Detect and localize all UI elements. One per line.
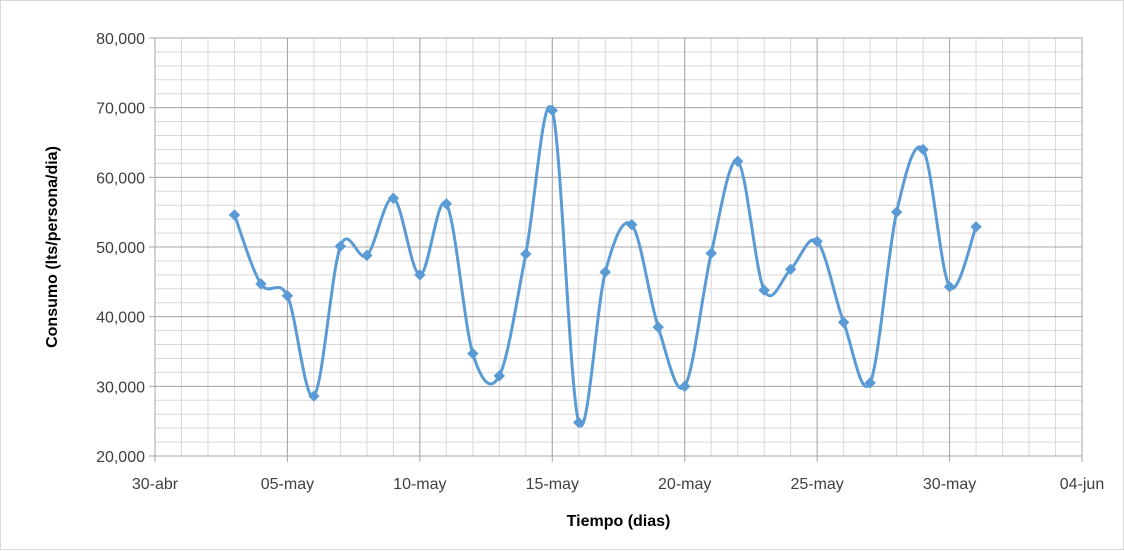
data-point-marker [943, 281, 956, 293]
data-point-marker [731, 155, 744, 168]
data-point-marker [573, 416, 585, 429]
y-tick-label: 80,000 [96, 31, 145, 48]
data-point-marker [890, 206, 903, 218]
data-point-marker [493, 370, 506, 382]
data-point-marker [520, 248, 532, 260]
x-tick-label: 15-may [526, 476, 579, 493]
y-axis-tick-labels: 20,000 30,000 40,000 50,000 60,000 70,000 80,0… [96, 31, 145, 466]
data-point-marker [546, 104, 558, 117]
data-point-marker [414, 269, 426, 281]
axes [149, 37, 1083, 462]
data-point-marker [652, 321, 664, 333]
x-tick-label: 04-jun [1060, 476, 1104, 493]
data-point-marker [626, 218, 638, 231]
data-point-marker [864, 377, 876, 389]
major-gridlines [154, 37, 1083, 457]
data-point-marker [705, 247, 717, 259]
x-tick-label: 10-may [393, 476, 446, 493]
x-tick-label: 25-may [790, 476, 843, 493]
data-point-marker [361, 249, 373, 262]
data-point-marker [334, 240, 347, 253]
y-tick-label: 30,000 [96, 379, 145, 396]
x-tick-label: 20-may [658, 476, 711, 493]
y-tick-label: 40,000 [96, 310, 145, 327]
data-point-marker [811, 235, 823, 248]
y-tick-label: 50,000 [96, 240, 145, 257]
data-point-marker [281, 290, 294, 302]
data-point-marker [467, 347, 479, 360]
y-tick-label: 70,000 [96, 101, 145, 118]
x-axis-title: Tiempo (dias) [567, 513, 671, 530]
data-point-marker [970, 221, 982, 233]
data-point-marker [784, 263, 797, 276]
data-point-marker [917, 143, 929, 156]
data-point-marker [255, 278, 267, 290]
data-point-marker [837, 316, 850, 328]
y-tick-label: 60,000 [96, 170, 145, 187]
plot-area-border [154, 37, 1083, 457]
data-point-marker [599, 266, 611, 278]
y-axis-title: Consumo (lts/persona/dia) [44, 146, 61, 348]
x-tick-label: 05-may [261, 476, 314, 493]
x-tick-label: 30-abr [132, 476, 179, 493]
data-point-marker [440, 198, 453, 210]
data-point-marker [679, 380, 691, 393]
data-point-marker [758, 284, 770, 296]
x-axis-tick-labels: 30-abr 05-may 10-may 15-may 20-may 25-may 30-m… [132, 476, 1104, 493]
data-point-marker [308, 390, 320, 402]
marker-layer [228, 104, 982, 429]
x-tick-label: 30-may [923, 476, 976, 493]
y-tick-label: 20,000 [96, 449, 145, 466]
data-point-marker [228, 209, 241, 221]
data-point-marker [387, 192, 400, 204]
